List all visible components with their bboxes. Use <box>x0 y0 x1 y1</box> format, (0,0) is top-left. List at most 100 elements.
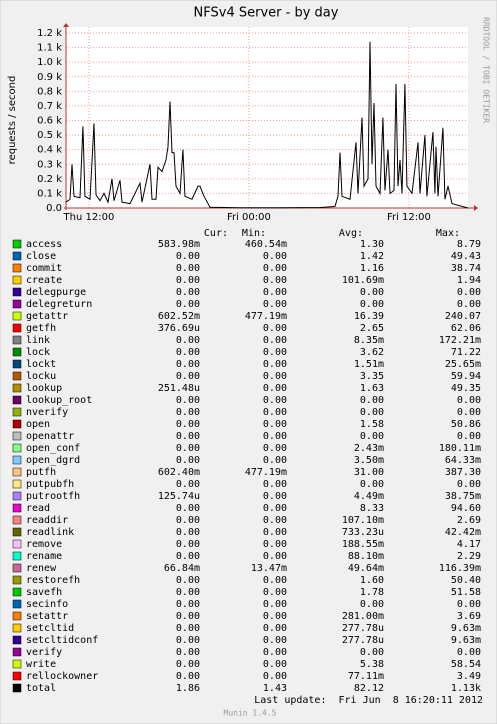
legend-value: 107.10m <box>342 515 384 526</box>
legend-value: 1.78 <box>360 587 384 598</box>
legend-value: 0.00 <box>263 515 287 526</box>
legend-swatch <box>12 647 22 657</box>
legend-value: 0.00 <box>176 371 200 382</box>
legend-value: 602.40m <box>158 467 200 478</box>
legend-value: 0.00 <box>176 551 200 562</box>
legend-value: 64.33m <box>445 455 481 466</box>
legend-swatch <box>12 527 22 537</box>
y-axis-arrow <box>63 23 69 27</box>
legend-name: setattr <box>26 611 68 622</box>
legend-name: readdir <box>26 515 68 526</box>
legend-value: 1.60 <box>360 575 384 586</box>
legend-name: putrootfh <box>26 491 80 502</box>
y-tick-label: 0.8 k <box>37 86 62 97</box>
legend-value: 0.00 <box>176 611 200 622</box>
legend-name: openattr <box>26 431 74 442</box>
legend-value: 4.49m <box>354 491 384 502</box>
legend-name: setcltidconf <box>26 635 98 646</box>
legend-value: 0.00 <box>263 623 287 634</box>
legend-name: link <box>26 335 50 346</box>
legend-swatch <box>12 335 22 345</box>
legend-value: 3.62 <box>360 347 384 358</box>
legend-swatch <box>12 491 22 501</box>
legend-name: rename <box>26 551 62 562</box>
legend-value: 0.00 <box>457 479 481 490</box>
legend-name: lock <box>26 347 50 358</box>
legend-name: savefh <box>26 587 62 598</box>
legend-swatch <box>12 323 22 333</box>
legend-value: 4.17 <box>457 539 481 550</box>
legend-value: 460.54m <box>245 239 287 250</box>
legend-value: 0.00 <box>263 671 287 682</box>
legend-value: 0.00 <box>263 395 287 406</box>
legend-value: 0.00 <box>263 503 287 514</box>
legend-swatch <box>12 623 22 633</box>
legend-value: 5.38 <box>360 659 384 670</box>
legend-value: 0.00 <box>176 251 200 262</box>
legend-value: 9.63m <box>451 635 481 646</box>
legend-value: 0.00 <box>176 335 200 346</box>
legend-value: 0.00 <box>176 575 200 586</box>
y-tick-label: 1.1 k <box>37 43 62 54</box>
legend-name: lockt <box>26 359 56 370</box>
legend-swatch <box>12 467 22 477</box>
legend-name: lookup_root <box>26 395 92 406</box>
legend-value: 49.35 <box>451 383 481 394</box>
legend-value: 281.00m <box>342 611 384 622</box>
legend-swatch <box>12 635 22 645</box>
legend-swatch <box>12 659 22 669</box>
legend-value: 0.00 <box>263 611 287 622</box>
legend-value: 583.98m <box>158 239 200 250</box>
legend-value: 0.00 <box>263 347 287 358</box>
legend-value: 0.00 <box>263 551 287 562</box>
legend-value: 0.00 <box>263 299 287 310</box>
legend-value: 1.51m <box>354 359 384 370</box>
legend-value: 2.29 <box>457 551 481 562</box>
legend-value: 0.00 <box>176 647 200 658</box>
legend-swatch <box>12 575 22 585</box>
legend-name: delegreturn <box>26 299 92 310</box>
column-header: Min: <box>242 228 266 239</box>
legend-swatch <box>12 611 22 621</box>
legend-value: 0.00 <box>176 479 200 490</box>
legend-value: 101.69m <box>342 275 384 286</box>
legend-value: 477.19m <box>245 311 287 322</box>
legend-value: 251.48u <box>158 383 200 394</box>
legend-value: 3.50m <box>354 455 384 466</box>
x-tick-label: Fri 12:00 <box>387 212 431 223</box>
legend-value: 0.00 <box>263 383 287 394</box>
y-tick-label: 0.5 k <box>37 130 62 141</box>
legend-value: 188.55m <box>342 539 384 550</box>
legend-value: 77.11m <box>348 671 384 682</box>
legend-swatch <box>12 287 22 297</box>
legend-value: 1.16 <box>360 263 384 274</box>
legend-value: 59.94 <box>451 371 481 382</box>
legend-value: 13.47m <box>251 563 287 574</box>
legend-swatch <box>12 407 22 417</box>
legend-value: 277.78u <box>342 623 384 634</box>
legend-value: 0.00 <box>360 395 384 406</box>
legend-value: 58.54 <box>451 659 481 670</box>
plot-area <box>66 27 468 208</box>
legend-value: 0.00 <box>263 323 287 334</box>
legend-value: 3.35 <box>360 371 384 382</box>
version: Munin 1.4.5 <box>224 709 277 718</box>
column-header: Cur: <box>204 228 228 239</box>
y-tick-label: 0.1 k <box>37 188 62 199</box>
legend-swatch <box>12 347 22 357</box>
legend-value: 0.00 <box>176 539 200 550</box>
x-tick-label: Thu 12:00 <box>63 212 115 223</box>
legend-value: 51.58 <box>451 587 481 598</box>
legend-value: 0.00 <box>457 407 481 418</box>
legend-value: 1.94 <box>457 275 481 286</box>
legend-swatch <box>12 251 22 261</box>
legend-name: getattr <box>26 311 68 322</box>
legend-value: 180.11m <box>439 443 481 454</box>
legend-value: 8.35m <box>354 335 384 346</box>
legend-value: 1.42 <box>360 251 384 262</box>
legend-value: 0.00 <box>176 635 200 646</box>
x-axis-arrow <box>474 205 478 211</box>
chart-title: NFSv4 Server - by day <box>194 6 339 21</box>
y-tick-label: 0.0 <box>46 203 62 214</box>
y-tick-label: 0.9 k <box>37 72 62 83</box>
